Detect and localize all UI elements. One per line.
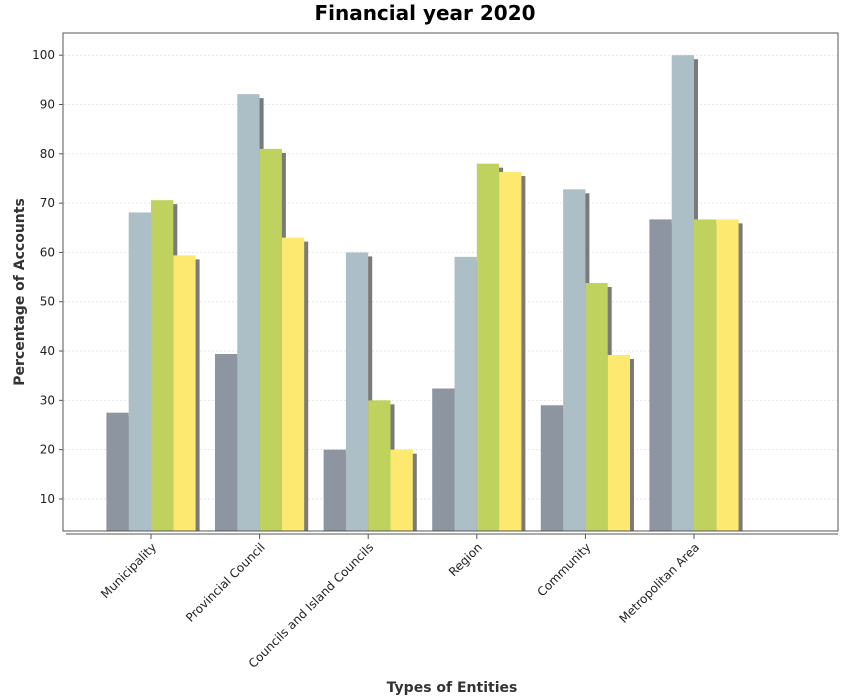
bar (607, 354, 630, 531)
bar (151, 200, 174, 531)
bar (499, 172, 522, 532)
bar-shadows (110, 59, 743, 532)
y-axis-ticks: 10 20 30 40 50 60 70 80 90 100 (32, 48, 63, 506)
y-tick-label: 30 (40, 393, 55, 407)
x-tick-label: Provincial Council (183, 540, 268, 625)
bar (716, 219, 739, 532)
bar (173, 255, 196, 531)
x-tick-label: Community (535, 540, 594, 599)
bar (694, 219, 717, 532)
bar (454, 256, 477, 531)
x-tick-label: Metropolitan Area (616, 540, 702, 626)
bar (476, 163, 500, 531)
x-tick-label: Municipality (98, 540, 159, 601)
y-tick-label: 60 (40, 245, 55, 259)
chart-title: Financial year 2020 (314, 1, 535, 25)
x-axis-label: Types of Entities (387, 680, 518, 696)
y-tick-label: 10 (40, 492, 55, 506)
bar (671, 55, 694, 532)
bar (323, 449, 346, 531)
bar (237, 94, 260, 531)
bar (368, 400, 391, 531)
plot-frame (62, 32, 839, 532)
y-axis-label: Percentage of Accounts (12, 198, 28, 386)
bar (106, 412, 129, 531)
bar (128, 212, 151, 531)
y-tick-label: 80 (40, 147, 55, 161)
y-tick-label: 70 (40, 196, 55, 210)
bar (649, 219, 672, 532)
y-tick-label: 90 (40, 97, 55, 111)
bar (390, 449, 413, 531)
bar (540, 405, 564, 531)
bar (345, 252, 369, 532)
bar (259, 148, 282, 532)
y-tick-label: 100 (32, 48, 55, 62)
y-tick-label: 40 (40, 344, 55, 358)
x-tick-label: Region (446, 540, 485, 579)
x-tick-label: Councils and Island Councils (246, 540, 377, 671)
bar (432, 388, 455, 531)
y-tick-label: 50 (40, 295, 55, 309)
bar (281, 237, 305, 531)
y-tick-label: 20 (40, 443, 55, 457)
bar (563, 189, 586, 531)
bar (215, 353, 238, 531)
bar (585, 282, 608, 531)
bars (106, 55, 739, 532)
